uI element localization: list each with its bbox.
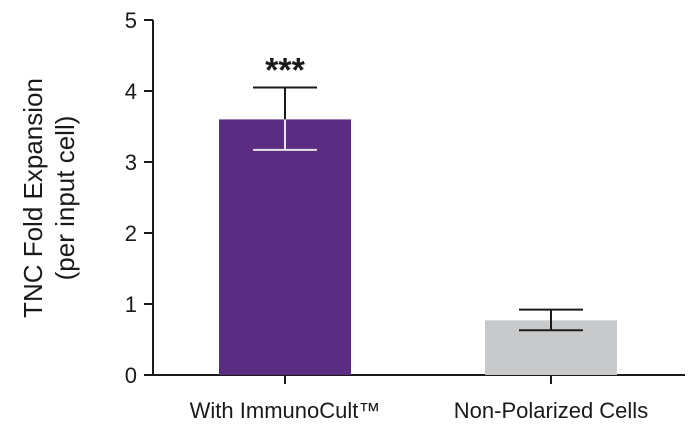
x-category-label: With ImmunoCult™ [190, 398, 381, 423]
bars: *** [219, 51, 617, 376]
significance-marker: *** [265, 51, 305, 89]
y-tick-label: 2 [125, 221, 137, 246]
y-tick-label: 5 [125, 8, 137, 33]
y-axis-title-line-1: TNC Fold Expansion [18, 78, 48, 318]
error-bar [519, 308, 583, 332]
y-tick-label: 4 [125, 79, 137, 104]
y-axis-ticks: 0 1 2 3 4 5 [125, 8, 153, 388]
y-tick-label: 1 [125, 292, 137, 317]
x-category-label: Non-Polarized Cells [454, 398, 648, 423]
y-tick-label: 0 [125, 363, 137, 388]
bar [219, 119, 351, 376]
y-axis-title: TNC Fold Expansion (per input cell) [18, 78, 80, 318]
y-tick-label: 3 [125, 150, 137, 175]
x-axis-categories: With ImmunoCult™ Non-Polarized Cells [190, 375, 648, 423]
y-axis-title-line-2: (per input cell) [50, 116, 80, 281]
